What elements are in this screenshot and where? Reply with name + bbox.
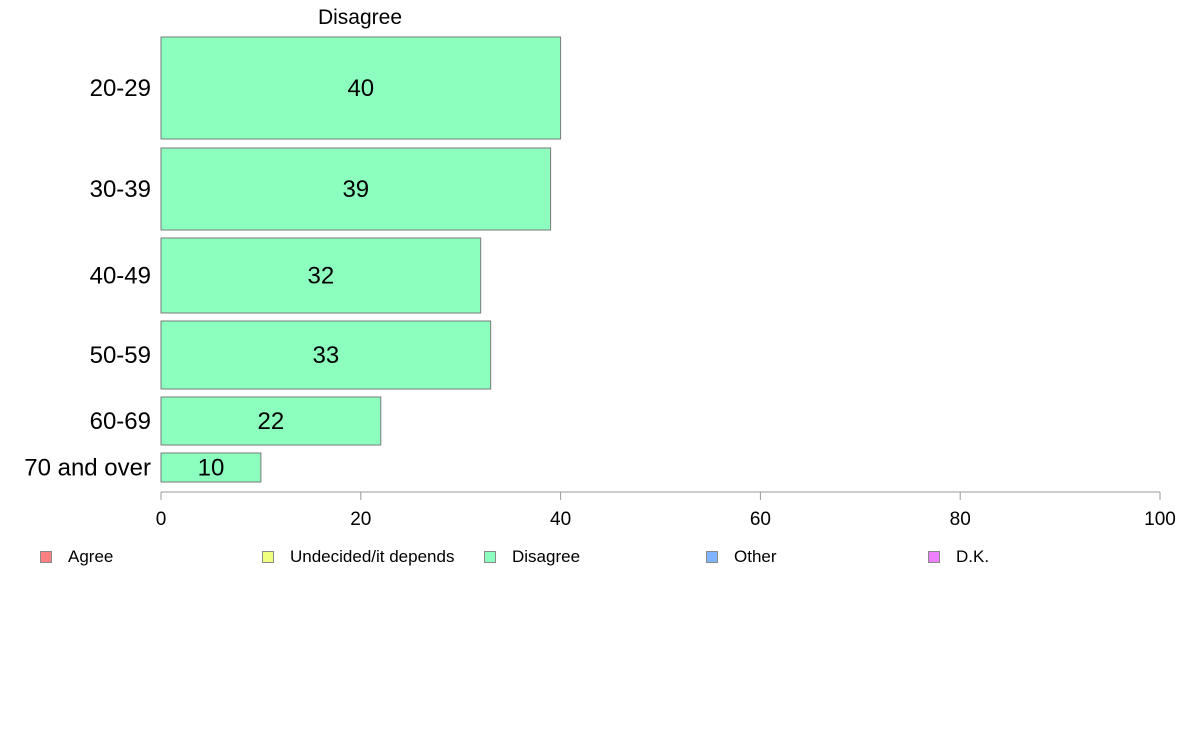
value-label-70-and-over: 10 bbox=[198, 455, 225, 482]
category-label-70-and-over: 70 and over bbox=[24, 455, 151, 482]
legend-swatch-agree bbox=[40, 551, 52, 563]
x-tick-label-0: 0 bbox=[156, 509, 167, 530]
bar-70-and-over bbox=[160, 452, 262, 483]
legend-item-disagree: Disagree bbox=[484, 547, 580, 567]
legend-swatch-undecided bbox=[262, 551, 274, 563]
legend-label-disagree: Disagree bbox=[512, 547, 581, 566]
bar-20-29 bbox=[160, 36, 562, 140]
value-label-40-49: 32 bbox=[307, 263, 334, 290]
legend-label-undecided: Undecided/it depends bbox=[290, 547, 455, 566]
value-label-60-69: 22 bbox=[258, 408, 285, 435]
category-label-20-29: 20-29 bbox=[90, 75, 151, 102]
bar-30-39 bbox=[160, 147, 552, 231]
x-tick-label-60: 60 bbox=[750, 509, 771, 530]
legend-item-other: Other bbox=[706, 547, 777, 567]
category-label-50-59: 50-59 bbox=[90, 342, 151, 369]
x-tick-label-100: 100 bbox=[1144, 509, 1176, 530]
value-label-50-59: 33 bbox=[312, 342, 339, 369]
legend-swatch-dk bbox=[928, 551, 940, 563]
legend-swatch-other bbox=[706, 551, 718, 563]
x-tick-label-20: 20 bbox=[350, 509, 371, 530]
legend-swatch-disagree bbox=[484, 551, 496, 563]
legend-item-undecided: Undecided/it depends bbox=[262, 547, 454, 567]
value-label-30-39: 39 bbox=[342, 176, 369, 203]
chart-title: Disagree bbox=[318, 6, 402, 29]
category-label-40-49: 40-49 bbox=[90, 263, 151, 290]
x-tick-label-80: 80 bbox=[950, 509, 971, 530]
category-label-30-39: 30-39 bbox=[90, 176, 151, 203]
x-tick-label-40: 40 bbox=[550, 509, 571, 530]
category-label-60-69: 60-69 bbox=[90, 408, 151, 435]
legend-item-dk: D.K. bbox=[928, 547, 989, 567]
bar-40-49 bbox=[160, 237, 482, 314]
legend: Agree Undecided/it depends Disagree Othe… bbox=[0, 547, 1188, 567]
bar-60-69 bbox=[160, 396, 382, 446]
legend-label-agree: Agree bbox=[68, 547, 114, 566]
bar-50-59 bbox=[160, 320, 492, 390]
legend-item-agree: Agree bbox=[40, 547, 113, 567]
legend-label-other: Other bbox=[734, 547, 777, 566]
legend-label-dk: D.K. bbox=[956, 547, 990, 566]
bars-group: 40 20-29 39 30-39 32 40-49 33 50-59 22 60-69 10 70 … bbox=[24, 36, 562, 483]
x-axis: 0 20 40 60 80 100 bbox=[156, 491, 1176, 530]
value-label-20-29: 40 bbox=[347, 75, 374, 102]
